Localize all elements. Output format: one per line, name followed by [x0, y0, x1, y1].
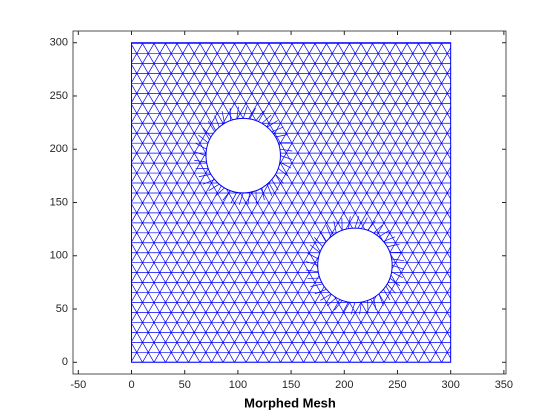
y-tick-label: 150	[50, 196, 68, 208]
hole	[317, 227, 393, 304]
x-tick-label: 300	[441, 379, 459, 391]
mesh-edge	[305, 216, 405, 315]
mesh-edge	[194, 106, 293, 205]
y-tick-label: 50	[56, 303, 68, 315]
y-tick-label: 250	[50, 90, 68, 102]
y-tick-label: 300	[50, 37, 68, 49]
hole	[205, 117, 281, 194]
y-tick-label: 200	[50, 143, 68, 155]
y-tick-label: 100	[50, 250, 68, 262]
domain-boundary	[131, 42, 452, 363]
x-tick-label: 100	[229, 379, 247, 391]
x-tick-label: 250	[388, 379, 406, 391]
x-axis-label: Morphed Mesh	[244, 395, 336, 410]
x-tick-label: -50	[70, 379, 86, 391]
mesh-edge	[131, 42, 451, 363]
x-tick-label: 0	[128, 379, 134, 391]
x-tick-label: 150	[282, 379, 300, 391]
x-tick-label: 350	[495, 379, 513, 391]
x-tick-label: 50	[179, 379, 191, 391]
x-tick-label: 200	[335, 379, 353, 391]
y-tick-label: 0	[62, 356, 68, 368]
